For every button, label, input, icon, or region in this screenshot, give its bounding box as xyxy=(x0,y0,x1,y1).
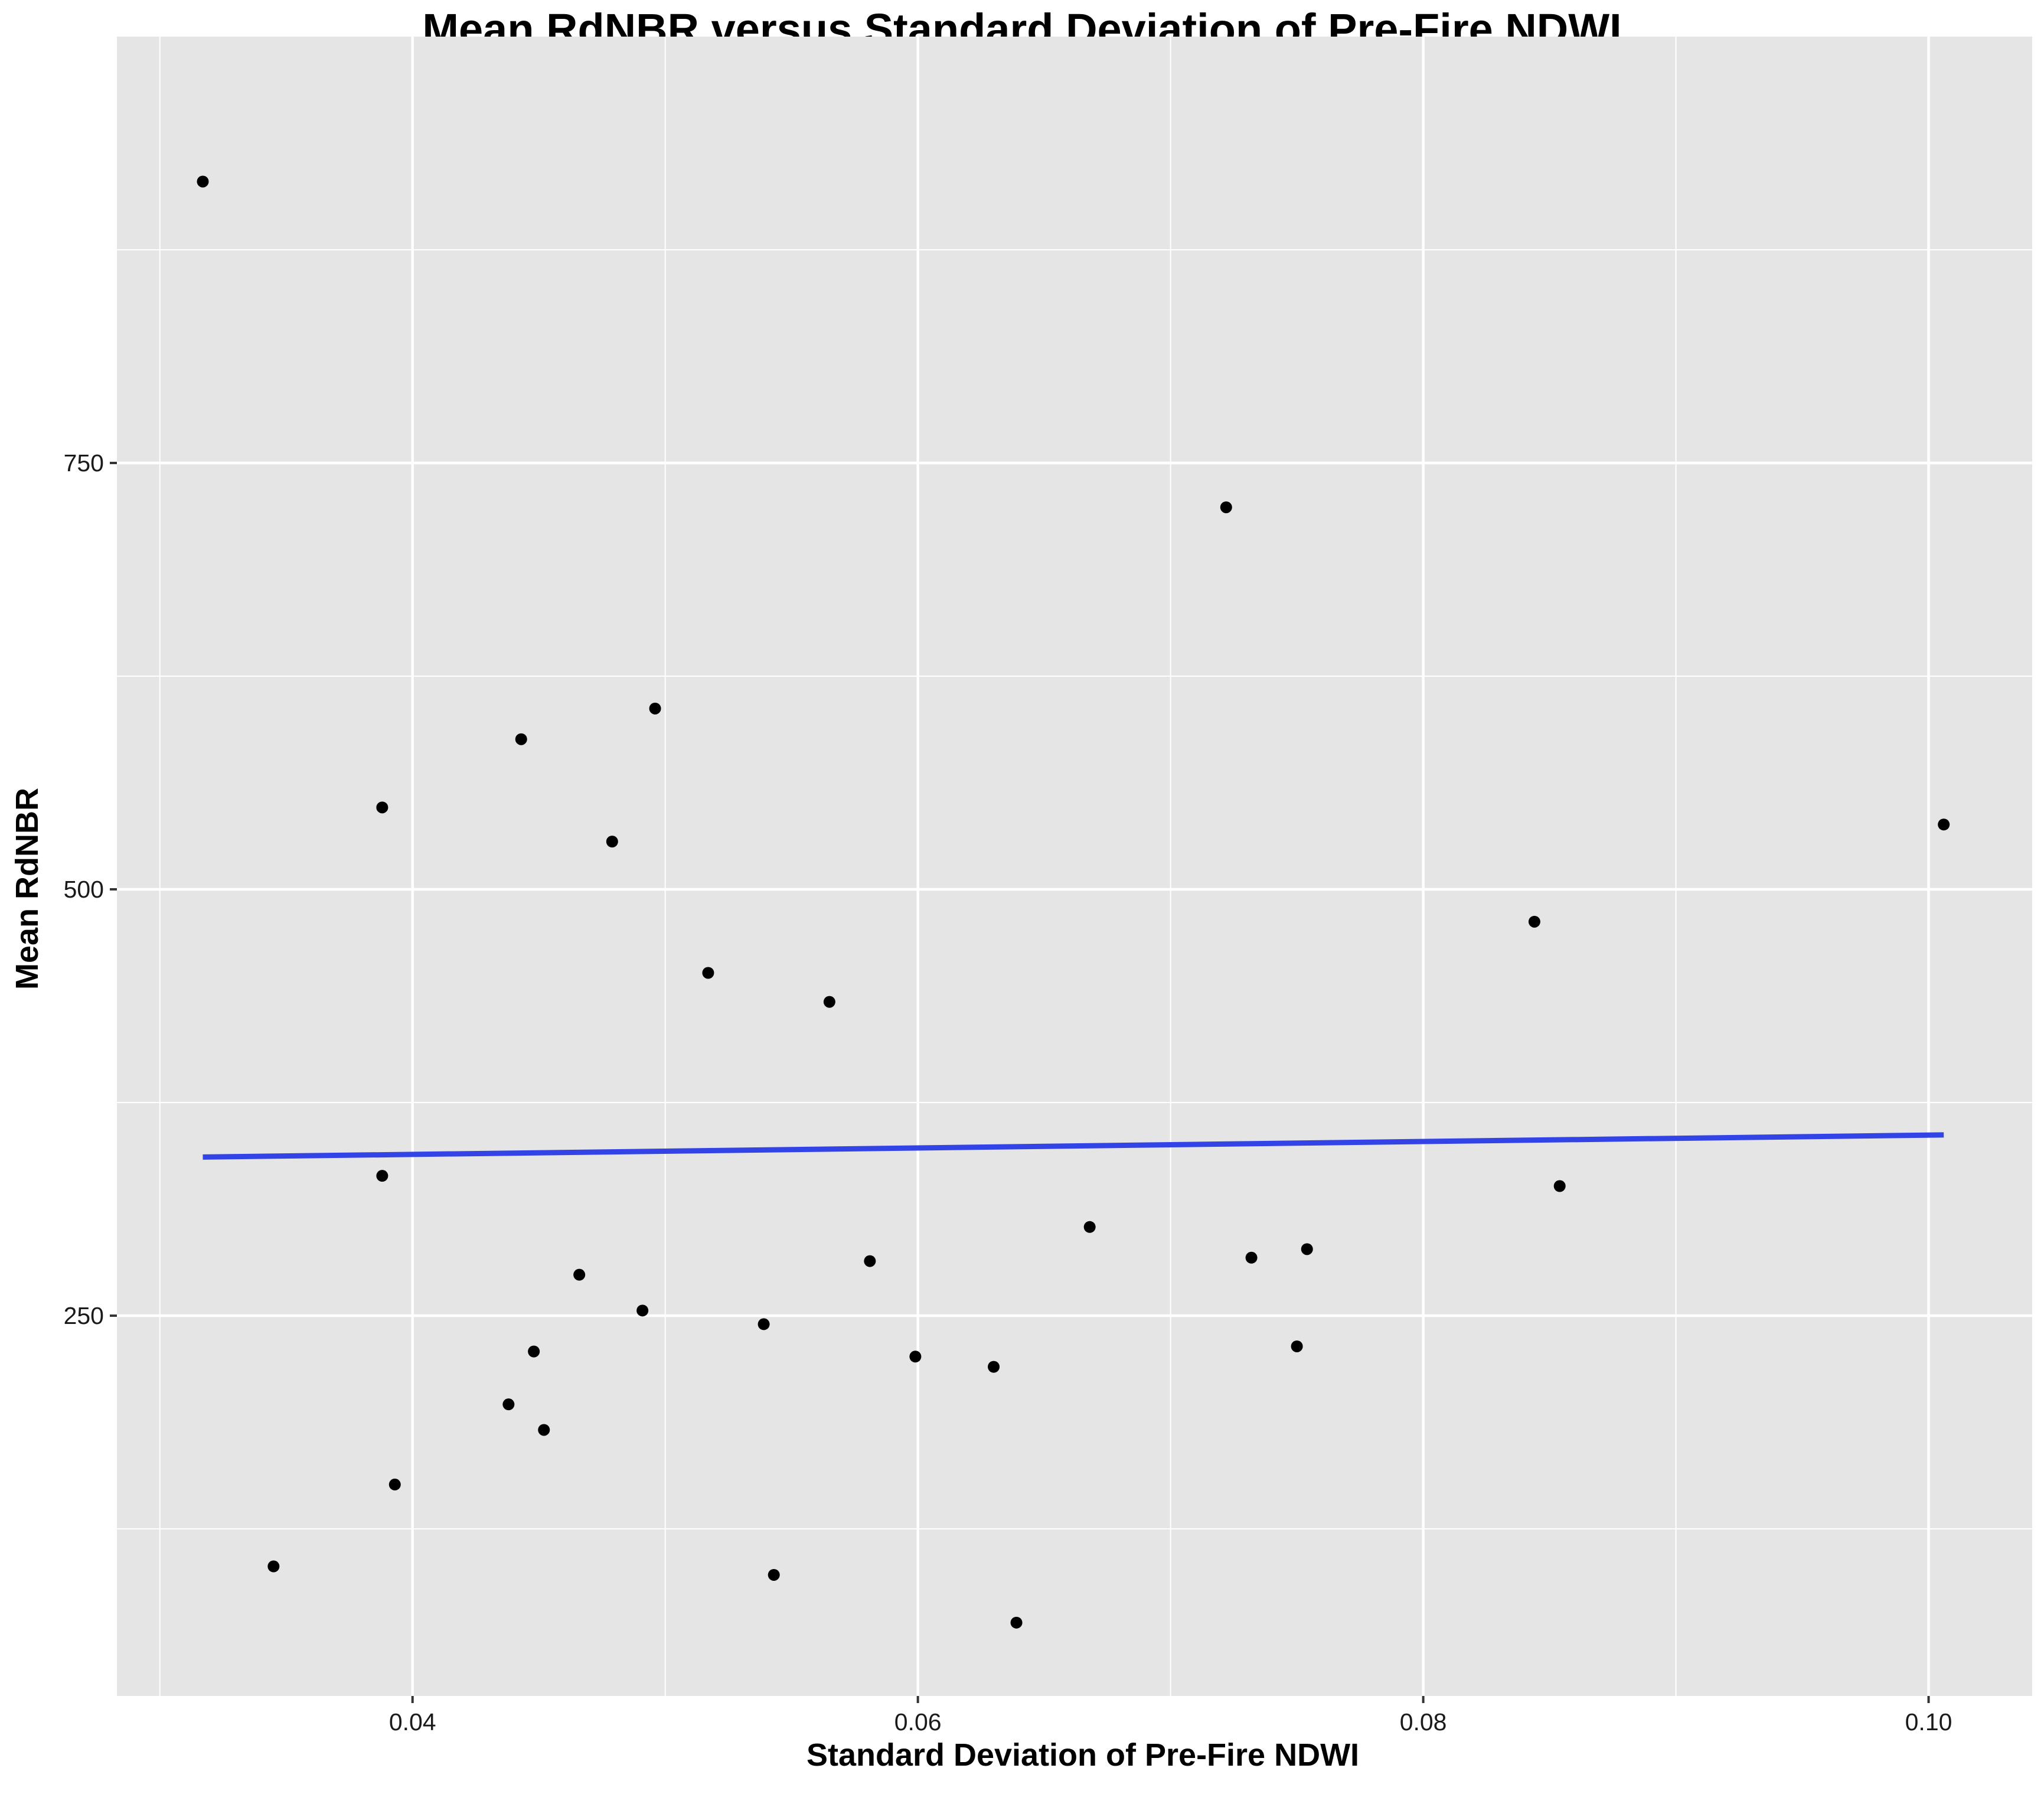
data-point xyxy=(538,1424,550,1436)
y-axis: 250 500 750 xyxy=(64,449,117,1329)
data-point xyxy=(606,836,618,848)
x-tick-label: 0.08 xyxy=(1400,1708,1447,1736)
data-point xyxy=(1938,818,1950,831)
data-point xyxy=(376,1170,388,1182)
data-point xyxy=(515,733,527,745)
x-tick-label: 0.04 xyxy=(389,1708,436,1736)
data-point xyxy=(702,967,714,979)
major-grid xyxy=(117,37,2032,1696)
data-point xyxy=(1245,1251,1258,1264)
data-point xyxy=(823,996,835,1008)
y-tick-label: 750 xyxy=(64,449,104,477)
x-tick-label: 0.10 xyxy=(1905,1708,1952,1736)
plot-panel xyxy=(117,37,2032,1696)
data-point xyxy=(528,1345,540,1358)
x-axis-title: Standard Deviation of Pre-Fire NDWI xyxy=(807,1737,1359,1773)
trend-line xyxy=(203,1132,1944,1160)
minor-grid xyxy=(117,37,2032,1696)
data-point xyxy=(1301,1243,1313,1255)
y-tick-label: 250 xyxy=(64,1302,104,1329)
y-tick-label: 500 xyxy=(64,876,104,903)
data-point xyxy=(197,175,209,188)
data-point xyxy=(768,1568,780,1581)
data-point xyxy=(988,1361,1000,1373)
data-point xyxy=(1553,1180,1566,1192)
data-point xyxy=(649,702,661,715)
data-point xyxy=(1528,915,1540,928)
data-point xyxy=(909,1351,922,1363)
data-point xyxy=(757,1318,770,1330)
data-point xyxy=(1010,1616,1023,1629)
data-point xyxy=(864,1255,876,1267)
data-point xyxy=(1220,501,1232,514)
data-point xyxy=(267,1560,280,1573)
data-point xyxy=(573,1268,586,1281)
x-tick-label: 0.06 xyxy=(894,1708,942,1736)
data-point xyxy=(388,1478,401,1490)
data-point xyxy=(1291,1340,1303,1352)
data-point xyxy=(1083,1221,1096,1233)
x-axis: 0.04 0.06 0.08 0.10 xyxy=(389,1696,1952,1736)
trend-layer xyxy=(203,1132,1944,1160)
data-point xyxy=(636,1304,649,1317)
y-axis-title: Mean RdNBR xyxy=(9,788,45,990)
data-point xyxy=(376,801,388,814)
data-point xyxy=(502,1398,515,1411)
points-layer xyxy=(197,175,1950,1629)
